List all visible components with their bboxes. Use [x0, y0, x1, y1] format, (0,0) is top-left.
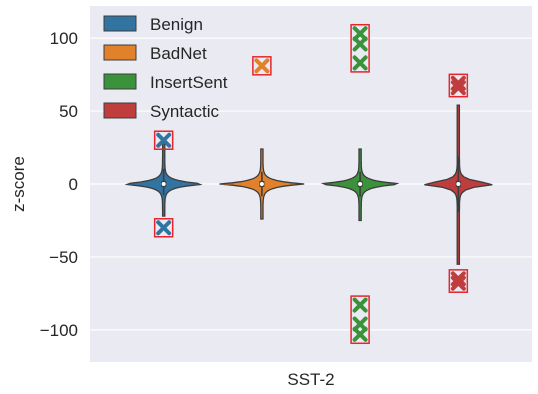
outlier-point	[352, 326, 368, 342]
outlier-highlight-box	[153, 130, 174, 150]
violin-badnet	[219, 148, 305, 220]
legend-swatch	[103, 44, 137, 61]
outlier-point	[450, 80, 466, 96]
outlier-point	[352, 297, 368, 313]
violins	[124, 104, 493, 265]
outlier-point	[352, 55, 368, 71]
outlier-point	[450, 271, 466, 287]
outlier-highlight-box	[350, 295, 370, 345]
legend-label: Benign	[150, 15, 203, 34]
legend-label: BadNet	[150, 44, 207, 63]
violin-median	[259, 182, 264, 186]
y-tick-label: −100	[40, 321, 78, 340]
outlier-cross-stroke	[352, 326, 368, 342]
violin-median	[456, 182, 461, 186]
outlier-cross-stroke	[352, 55, 368, 71]
y-tick-label: −50	[49, 248, 78, 267]
outlier-point	[450, 275, 466, 291]
violin-median	[161, 182, 166, 186]
outlier-point	[450, 75, 466, 91]
outlier-cross-stroke	[352, 36, 368, 52]
y-tick-label: 0	[69, 175, 78, 194]
outlier-cross-stroke	[254, 58, 270, 74]
legend-label: InsertSent	[150, 73, 228, 92]
outlier-cross-stroke	[352, 26, 368, 42]
legend-swatch	[103, 73, 137, 90]
legend-item-insertsent: InsertSent	[103, 73, 228, 92]
violin-median	[358, 182, 363, 186]
outlier-cross-stroke	[352, 316, 368, 332]
legend-swatch	[103, 102, 137, 119]
legend-item-badnet: BadNet	[103, 44, 207, 63]
y-axis-title: z-score	[9, 156, 28, 212]
x-axis-category-label: SST-2	[287, 370, 334, 389]
outlier-highlight-box	[448, 269, 469, 293]
outlier-cross-stroke	[450, 271, 466, 287]
legend-label: Syntactic	[150, 102, 219, 121]
violin-benign	[124, 139, 203, 217]
y-tick-label: 50	[59, 102, 78, 121]
legend-swatch	[103, 15, 137, 32]
legend: Benign BadNet InsertSent Syntactic	[103, 15, 228, 121]
outlier-cross-stroke	[450, 275, 466, 291]
outlier-point	[254, 58, 270, 74]
outlier-cross-stroke	[450, 80, 466, 96]
outlier-cross-stroke	[450, 75, 466, 91]
outlier-point	[352, 316, 368, 332]
outlier-point	[352, 26, 368, 42]
y-axis-ticks: 100 50 0 −50 −100	[40, 29, 78, 340]
y-tick-label: 100	[50, 29, 78, 48]
violin-syntactic	[424, 104, 493, 265]
outlier-point	[352, 36, 368, 52]
outlier-highlight-box	[350, 23, 370, 73]
outlier-highlight-box	[153, 218, 174, 238]
outlier-highlight-box	[252, 56, 272, 76]
outlier-point	[156, 220, 172, 236]
outlier-highlight-box	[448, 73, 469, 98]
outlier-cross-stroke	[352, 297, 368, 313]
outliers	[153, 23, 469, 345]
legend-item-syntactic: Syntactic	[103, 102, 219, 121]
violin-insertsent	[320, 148, 400, 222]
outlier-cross-stroke	[156, 220, 172, 236]
legend-item-benign: Benign	[103, 15, 203, 34]
outlier-point	[156, 132, 172, 148]
outlier-cross-stroke	[156, 132, 172, 148]
